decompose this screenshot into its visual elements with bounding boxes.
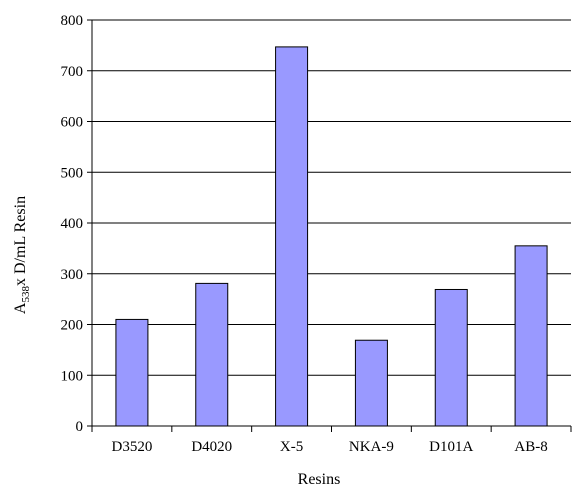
y-axis-title-subscript: 538 — [20, 286, 32, 303]
bar-ab-8 — [514, 245, 548, 427]
x-tick-labels: D3520 D4020 X-5 NKA-9 D101A AB-8 — [111, 439, 547, 455]
y-tick-label-500: 500 — [61, 165, 84, 181]
y-axis-title: A538x D/mL Resin — [12, 196, 32, 314]
x-tick-label-ab-8: AB-8 — [514, 439, 547, 455]
x-tick-label-d101a: D101A — [429, 439, 473, 455]
bar-d3520 — [115, 318, 149, 427]
gridlines — [92, 19, 571, 376]
y-tick-label-400: 400 — [61, 216, 84, 232]
bar-d101a — [434, 288, 468, 427]
y-tick-label-200: 200 — [61, 318, 84, 334]
y-tick-label-100: 100 — [61, 368, 84, 384]
x-axis-title: Resins — [298, 471, 341, 488]
bar-nka-9 — [354, 339, 388, 427]
y-tick-label-700: 700 — [61, 64, 84, 80]
y-tick-label-800: 800 — [61, 13, 84, 29]
x-tick-label-x-5: X-5 — [280, 439, 303, 455]
y-tick-label-0: 0 — [76, 419, 84, 435]
y-tick-label-300: 300 — [61, 267, 84, 283]
bars — [115, 46, 548, 427]
bar-d4020 — [195, 282, 229, 427]
bar-x-5 — [275, 46, 309, 427]
x-tick-label-d4020: D4020 — [191, 439, 232, 455]
y-axis-title-suffix: x D/mL Resin — [12, 196, 29, 286]
y-axis-title-prefix: A — [12, 302, 29, 314]
x-tick-label-d3520: D3520 — [111, 439, 152, 455]
x-tick-label-nka-9: NKA-9 — [349, 439, 394, 455]
axes — [87, 19, 572, 432]
y-tick-label-600: 600 — [61, 115, 84, 131]
y-tick-labels: 0 100 200 300 400 500 600 700 800 — [61, 13, 84, 435]
